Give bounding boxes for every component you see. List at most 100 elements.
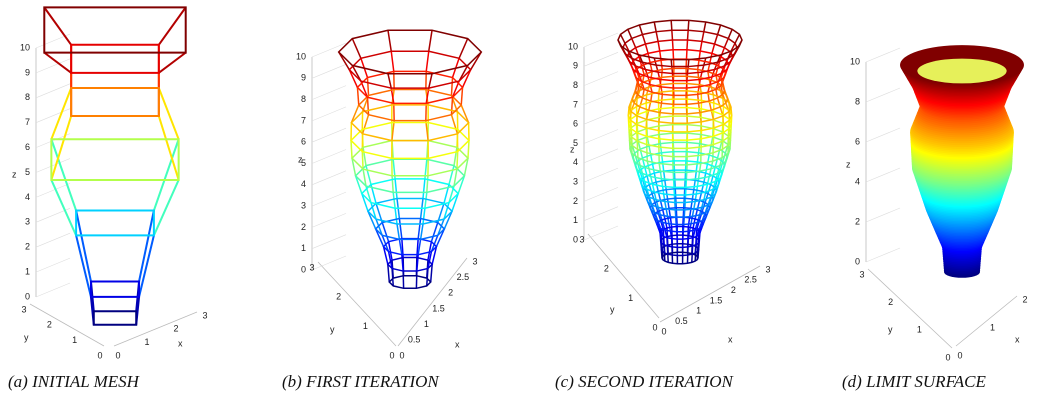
- mesh-edge: [691, 199, 692, 208]
- mesh-edge: [661, 70, 662, 78]
- mesh-edge: [668, 199, 669, 208]
- mesh-edge: [451, 97, 452, 114]
- x-tick-label: 2.5: [744, 275, 757, 285]
- y-tick-label: 1: [363, 321, 368, 331]
- mesh-edge: [388, 264, 389, 282]
- x-tick-label: 0.5: [408, 335, 421, 345]
- caption: (d) LIMIT SURFACE: [842, 372, 986, 392]
- z-tick-label: 7: [301, 115, 306, 125]
- grid-line: [866, 128, 900, 142]
- mesh-edge: [698, 87, 699, 94]
- mesh-edge: [376, 229, 384, 247]
- grid-line: [866, 208, 900, 222]
- y-axis-label: y: [610, 304, 615, 314]
- mesh-edge: [672, 67, 673, 74]
- mesh-edge: [665, 202, 666, 209]
- z-tick-label: 8: [25, 92, 30, 102]
- x-tick-label: 1.5: [432, 303, 445, 313]
- mesh-edge: [694, 202, 695, 209]
- grid-line: [584, 187, 618, 201]
- mesh-edge: [715, 35, 718, 45]
- mesh-edge: [656, 32, 658, 42]
- mesh-edge: [391, 51, 394, 71]
- mesh-edge: [461, 87, 462, 105]
- mesh-edge: [654, 22, 656, 32]
- mesh-edge: [429, 74, 432, 88]
- y-tick-label: 2: [47, 320, 52, 330]
- mesh-edge: [366, 166, 371, 185]
- z-tick-label: 1: [25, 266, 30, 276]
- y-tick-label: 0: [389, 350, 394, 360]
- caption: (b) FIRST ITERATION: [282, 372, 439, 392]
- mesh-ring: [623, 30, 738, 66]
- mesh-edge: [351, 140, 352, 158]
- mesh-edge: [429, 30, 432, 51]
- mesh-edge: [159, 7, 186, 44]
- mesh-edge: [697, 179, 698, 187]
- mesh-edge: [706, 164, 708, 173]
- x-tick-label: 0: [115, 350, 120, 360]
- z-tick-label: 8: [573, 80, 578, 90]
- mesh-edge: [639, 25, 642, 35]
- mesh-edge: [658, 41, 660, 51]
- mesh-edge: [426, 51, 429, 71]
- mesh-edge: [661, 179, 662, 187]
- z-tick-label: 7: [25, 117, 30, 127]
- y-tick-label: 1: [72, 335, 77, 345]
- mesh-ring: [357, 71, 462, 103]
- mesh-ring: [362, 179, 458, 208]
- grid-line: [584, 91, 618, 105]
- mesh-edge: [392, 176, 393, 193]
- mesh-edge: [367, 97, 368, 114]
- mesh-edge: [692, 209, 693, 216]
- mesh-edge: [649, 185, 652, 194]
- z-tick-label: 4: [855, 176, 860, 186]
- grid-line: [584, 33, 618, 47]
- x-axis-label: x: [455, 339, 460, 349]
- y-tick-label: 0: [97, 350, 102, 360]
- mesh-edge: [659, 164, 660, 172]
- surface-opening: [917, 59, 1006, 84]
- z-tick-label: 2: [855, 216, 860, 226]
- x-tick-label: 0: [661, 326, 666, 336]
- z-tick-label: 0: [25, 291, 30, 301]
- grid-line: [584, 110, 618, 124]
- grid-line: [312, 86, 346, 100]
- grid-line: [312, 213, 346, 227]
- grid-line: [584, 226, 618, 240]
- mesh-edge: [468, 140, 469, 158]
- mesh-edge: [688, 30, 689, 40]
- mesh-edge: [159, 88, 179, 139]
- mesh-edge: [357, 87, 358, 105]
- y-tick-label: 1: [917, 325, 922, 335]
- mesh-edge: [724, 38, 728, 47]
- grid-line: [312, 64, 346, 78]
- z-tick-label: 0: [573, 234, 578, 244]
- x-axis-label: x: [178, 338, 183, 348]
- mesh-edge: [51, 88, 71, 139]
- x-tick-label: 1: [424, 319, 429, 329]
- mesh-ring: [71, 88, 159, 116]
- box-edge: [868, 269, 952, 348]
- grid-line: [312, 171, 346, 185]
- mesh-edge: [352, 39, 361, 59]
- figure-canvas: 01234567891032100123zyx01234567891032100…: [0, 0, 1055, 370]
- mesh-edge: [621, 34, 625, 43]
- z-tick-label: 1: [301, 243, 306, 253]
- mesh-edge: [660, 144, 661, 153]
- x-tick-label: 3: [472, 256, 477, 266]
- z-tick-label: 9: [573, 61, 578, 71]
- mesh-edge: [653, 164, 655, 173]
- mesh-edge: [695, 210, 697, 219]
- mesh-edge: [671, 20, 672, 30]
- mesh-edge: [418, 218, 420, 238]
- grid-line: [312, 128, 346, 142]
- z-tick-label: 3: [573, 176, 578, 186]
- mesh-edge: [728, 29, 732, 38]
- x-tick-label: 0.5: [675, 316, 688, 326]
- mesh-ring: [44, 7, 185, 52]
- mesh-edge: [710, 53, 712, 62]
- y-tick-label: 2: [604, 264, 609, 274]
- z-tick-label: 8: [855, 96, 860, 106]
- z-tick-label: 6: [301, 137, 306, 147]
